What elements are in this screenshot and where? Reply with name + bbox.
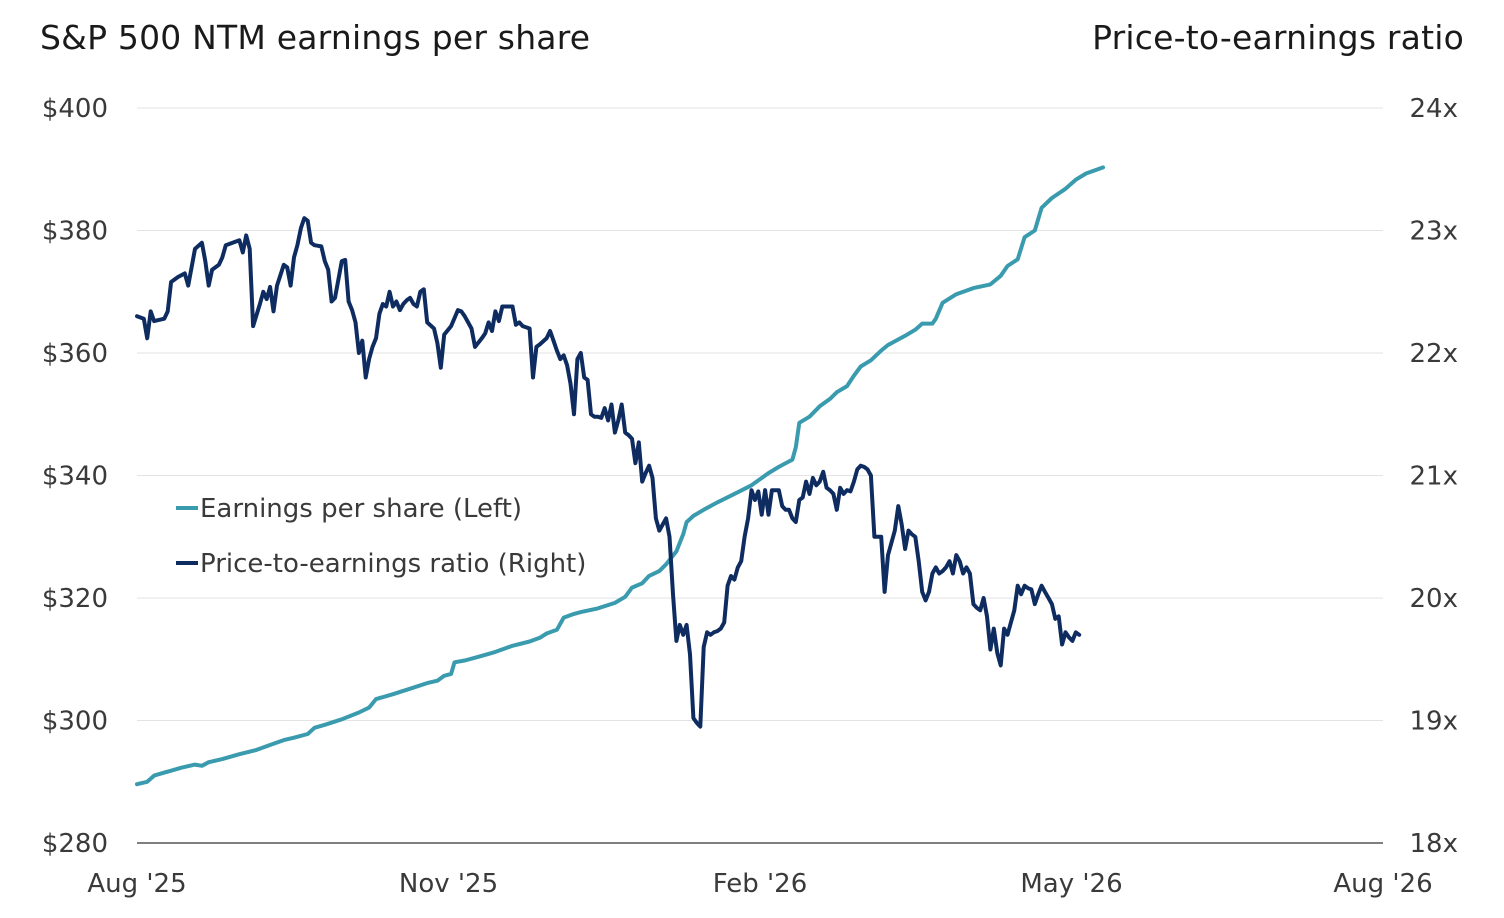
legend: Earnings per share (Left) Price-to-earnin… [176, 494, 586, 579]
left-y-axis-ticks: $400 $380 $360 $340 $320 $300 $280 [42, 94, 108, 859]
right-y-tick-label: 24x [1410, 94, 1458, 124]
gridlines [137, 107, 1383, 844]
left-y-tick-label: $400 [42, 94, 108, 124]
left-y-tick-label: $380 [42, 217, 108, 247]
legend-label-pe: Price-to-earnings ratio (Right) [200, 549, 586, 579]
x-axis-ticks: Aug '25 Nov '25 Feb '26 May '26 Aug '26 [87, 869, 1432, 899]
left-y-tick-label: $360 [42, 339, 108, 369]
x-tick-label: Aug '25 [87, 869, 186, 899]
right-y-tick-label: 23x [1410, 217, 1458, 247]
x-tick-label: Aug '26 [1333, 869, 1432, 899]
series-lines [135, 165, 1106, 787]
legend-label-eps: Earnings per share (Left) [200, 494, 522, 524]
left-y-tick-label: $340 [42, 462, 108, 492]
x-tick-label: May '26 [1020, 869, 1122, 899]
x-tick-label: Nov '25 [399, 869, 498, 899]
left-axis-title: S&P 500 NTM earnings per share [40, 18, 591, 57]
x-tick-label: Feb '26 [713, 869, 808, 899]
right-y-tick-label: 21x [1410, 462, 1458, 492]
eps-series-line [135, 165, 1106, 787]
left-y-tick-label: $300 [42, 707, 108, 737]
right-y-tick-label: 22x [1410, 339, 1458, 369]
right-y-tick-label: 20x [1410, 584, 1458, 614]
pe-ratio-series-line [135, 216, 1082, 729]
left-y-tick-label: $320 [42, 584, 108, 614]
right-y-tick-label: 18x [1410, 829, 1458, 859]
right-y-axis-ticks: 24x 23x 22x 21x 20x 19x 18x [1410, 94, 1458, 859]
right-y-tick-label: 19x [1410, 707, 1458, 737]
right-axis-title: Price-to-earnings ratio [1092, 18, 1464, 57]
left-y-tick-label: $280 [42, 829, 108, 859]
